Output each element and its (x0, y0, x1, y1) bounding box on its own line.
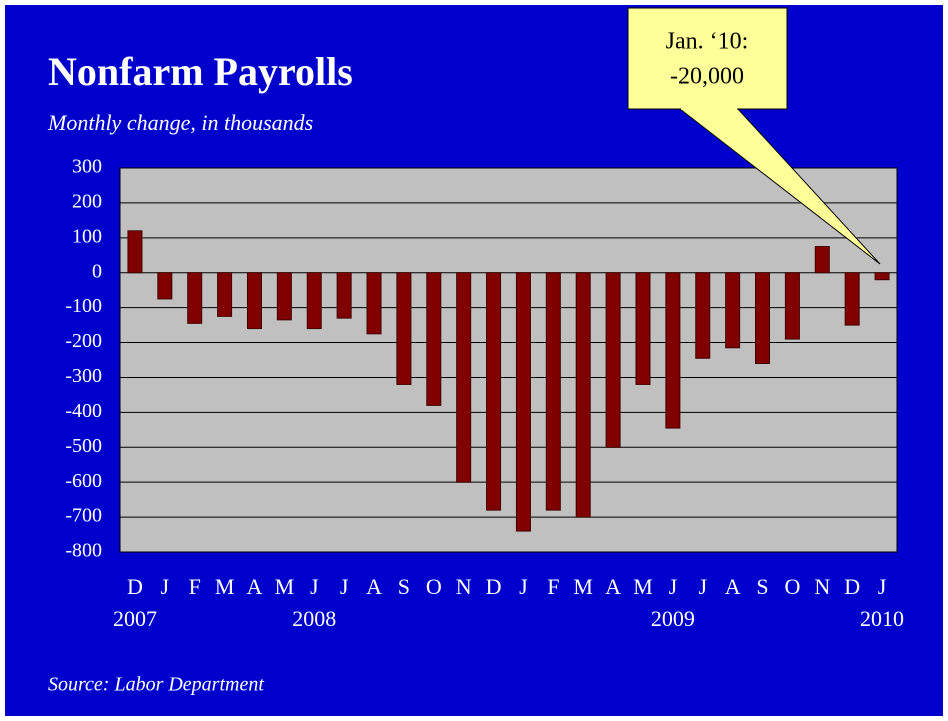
bar (456, 272, 472, 483)
x-tick-label: A (366, 574, 382, 599)
year-label: 2008 (292, 606, 336, 631)
x-tick-label: J (698, 574, 707, 599)
chart-title: Nonfarm Payrolls (48, 49, 353, 94)
x-tick-label: S (756, 574, 768, 599)
y-tick-label: -100 (65, 295, 102, 317)
y-tick-label: 100 (72, 225, 102, 247)
bar (366, 272, 382, 335)
x-tick-label: A (605, 574, 621, 599)
y-tick-label: 200 (72, 191, 102, 213)
y-tick-label: -600 (65, 470, 102, 492)
y-tick-label: -200 (65, 330, 102, 352)
x-tick-label: A (247, 574, 263, 599)
year-label: 2009 (651, 606, 695, 631)
bar (874, 272, 890, 281)
x-tick-label: A (725, 574, 741, 599)
y-tick-label: -300 (65, 365, 102, 387)
x-tick-label: J (519, 574, 528, 599)
bar (755, 272, 771, 364)
bar (545, 272, 561, 511)
bar (635, 272, 651, 385)
x-tick-label: M (633, 574, 653, 599)
annotation: Jan. ‘10: (666, 29, 749, 55)
x-tick-label: D (486, 574, 502, 599)
x-tick-label: J (669, 574, 678, 599)
bar (605, 272, 621, 448)
callout-box (627, 7, 788, 110)
bar (575, 272, 591, 518)
bar (157, 272, 173, 300)
y-tick-label: -500 (65, 435, 102, 457)
bar (217, 272, 233, 317)
bar (784, 272, 800, 340)
annotation: -20,000 (670, 64, 744, 90)
source: Source: Labor Department (48, 674, 264, 696)
bar (725, 272, 741, 349)
x-tick-label: O (784, 574, 800, 599)
x-tick-label: M (573, 574, 593, 599)
bar (336, 272, 352, 319)
x-tick-label: D (844, 574, 860, 599)
bar (844, 272, 860, 326)
x-tick-label: N (814, 574, 830, 599)
bar (665, 272, 681, 429)
bar (486, 272, 502, 511)
plot-area (119, 167, 898, 553)
year-label: 2007 (113, 606, 157, 631)
bar (246, 272, 262, 330)
x-tick-label: J (340, 574, 349, 599)
bar (187, 272, 203, 324)
x-tick-label: J (878, 574, 887, 599)
x-tick-label: M (275, 574, 295, 599)
x-tick-label: J (310, 574, 319, 599)
x-tick-label: F (189, 574, 201, 599)
year-label: 2010 (860, 606, 904, 631)
x-tick-label: N (456, 574, 472, 599)
y-tick-label: -700 (65, 505, 102, 527)
x-tick-label: O (426, 574, 442, 599)
x-tick-label: S (398, 574, 410, 599)
bar (306, 272, 322, 330)
bar (515, 272, 531, 532)
x-tick-label: D (127, 574, 143, 599)
x-tick-label: M (215, 574, 235, 599)
bar (426, 272, 442, 406)
bar (814, 246, 830, 274)
bar (396, 272, 412, 385)
y-tick-label: -400 (65, 400, 102, 422)
x-tick-label: F (547, 574, 559, 599)
y-tick-label: 300 (72, 156, 102, 178)
y-tick-label: -800 (65, 540, 102, 562)
y-tick-label: 0 (92, 260, 102, 282)
x-tick-label: J (161, 574, 170, 599)
bar (276, 272, 292, 321)
subtitle: Monthly change, in thousands (47, 110, 313, 135)
bar (127, 230, 143, 274)
bar (695, 272, 711, 359)
